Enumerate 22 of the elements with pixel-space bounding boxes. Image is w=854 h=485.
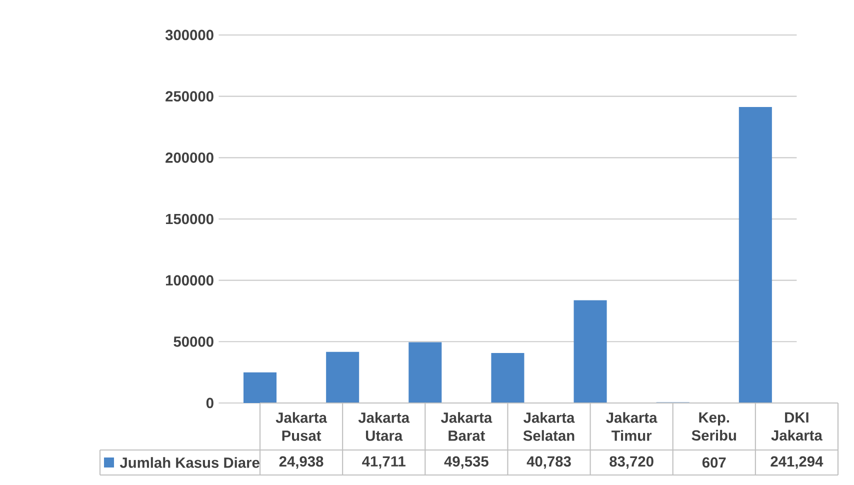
data-label: 24,938 <box>279 456 324 469</box>
y-tick-label: 200000 <box>166 152 214 163</box>
y-tick-label: 250000 <box>166 91 214 102</box>
y-tick-label: 300000 <box>165 30 214 40</box>
y-tick-label: 50000 <box>174 336 214 347</box>
data-label: 83,720 <box>610 456 654 469</box>
x-tick-label: Kep. Seribu <box>692 412 736 441</box>
x-tick-label: Jakarta Timur <box>606 412 658 441</box>
data-label: 607 <box>702 457 726 468</box>
x-tick-label: Jakarta Utara <box>358 412 410 441</box>
y-tick-label: 0 <box>206 398 214 408</box>
legend-label: Jumlah Kasus Diare <box>120 457 260 468</box>
y-tick-label: 150000 <box>166 214 214 224</box>
data-label: 40,783 <box>526 456 571 469</box>
x-tick-label: DKI Jakarta <box>771 412 822 441</box>
x-tick-label: Jakarta Pusat <box>276 412 328 441</box>
data-label: 49,535 <box>444 456 488 469</box>
x-tick-label: Jakarta Barat <box>440 412 492 441</box>
x-tick-label: Jakarta Selatan <box>523 412 575 441</box>
data-label: 241,294 <box>770 456 824 469</box>
data-label: 41,711 <box>362 456 406 469</box>
y-tick-label: 100000 <box>166 275 214 286</box>
